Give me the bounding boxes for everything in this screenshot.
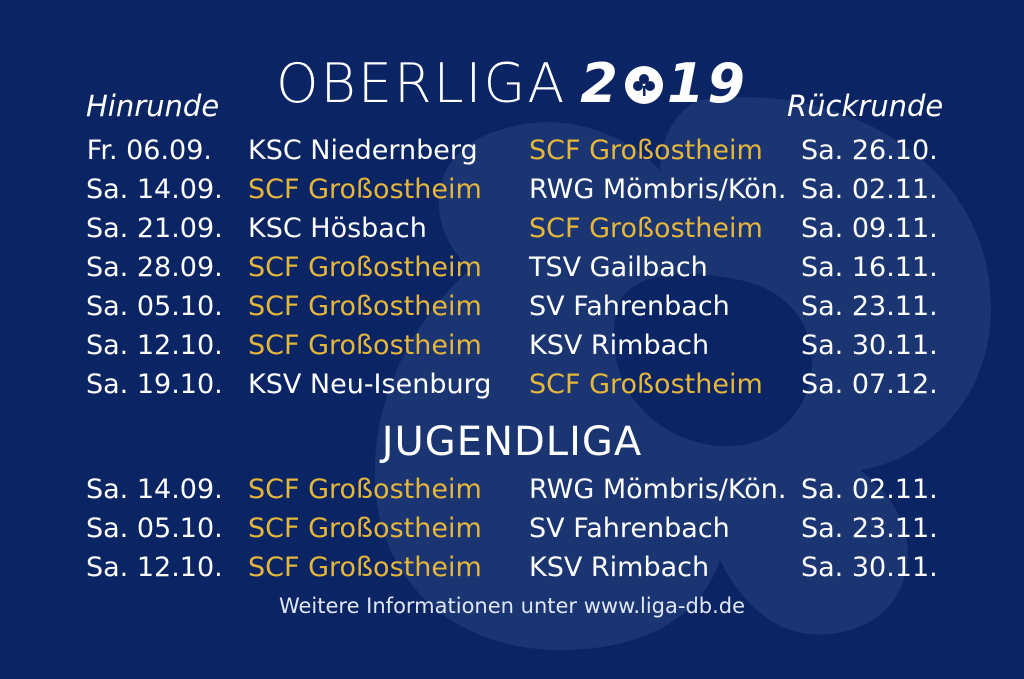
table-row: Sa. 12.10. SCF Großostheim KSV Rimbach S… [0, 548, 1024, 587]
table-row: Sa. 21.09. KSC Hösbach SCF Großostheim S… [0, 209, 1024, 248]
table-row: Sa. 28.09. SCF Großostheim TSV Gailbach … [0, 248, 1024, 287]
away-team: SV Fahrenbach [529, 291, 730, 322]
hinrunde-date: Sa. 05.10. [86, 513, 223, 544]
table-row: Fr. 06.09. KSC Niedernberg SCF Großosthe… [0, 131, 1024, 170]
table-row: Sa. 12.10. SCF Großostheim KSV Rimbach S… [0, 326, 1024, 365]
rueckrunde-date: Sa. 02.11. [801, 474, 938, 505]
home-team: KSC Hösbach [248, 213, 427, 244]
rueckrunde-date: Sa. 02.11. [801, 174, 938, 205]
clover-icon [624, 66, 663, 104]
home-team: SCF Großostheim [248, 552, 482, 583]
table-row: Sa. 14.09. SCF Großostheim RWG Mömbris/K… [0, 470, 1024, 509]
away-team: RWG Mömbris/Kön. [529, 174, 787, 205]
table-row: Sa. 05.10. SCF Großostheim SV Fahrenbach… [0, 287, 1024, 326]
away-team: KSV Rimbach [529, 330, 710, 361]
away-team: SCF Großostheim [529, 369, 763, 400]
home-team: SCF Großostheim [248, 252, 482, 283]
home-team: SCF Großostheim [248, 330, 482, 361]
table-row: Sa. 05.10. SCF Großostheim SV Fahrenbach… [0, 509, 1024, 548]
title-year-digit: 2 [580, 52, 621, 115]
jugendliga-title: JUGENDLIGA [381, 419, 643, 465]
hinrunde-date: Sa. 12.10. [86, 330, 223, 361]
away-team: SCF Großostheim [529, 135, 763, 166]
rueckrunde-date: Sa. 07.12. [801, 369, 938, 400]
home-team: KSV Neu-Isenburg [248, 369, 492, 400]
rueckrunde-date: Sa. 26.10. [801, 135, 938, 166]
rueckrunde-date: Sa. 23.11. [801, 291, 938, 322]
rueckrunde-date: Sa. 23.11. [801, 513, 938, 544]
away-team: KSV Rimbach [529, 552, 710, 583]
home-team: KSC Niedernberg [248, 135, 478, 166]
rueckrunde-heading: Rückrunde [787, 89, 944, 123]
away-team: RWG Mömbris/Kön. [529, 474, 787, 505]
hinrunde-date: Sa. 14.09. [86, 174, 223, 205]
hinrunde-date: Fr. 06.09. [86, 135, 212, 166]
away-team: SV Fahrenbach [529, 513, 730, 544]
hinrunde-date: Sa. 14.09. [86, 474, 223, 505]
home-team: SCF Großostheim [248, 513, 482, 544]
home-team: SCF Großostheim [248, 174, 482, 205]
hinrunde-date: Sa. 05.10. [86, 291, 223, 322]
home-team: SCF Großostheim [248, 291, 482, 322]
hinrunde-date: Sa. 28.09. [86, 252, 223, 283]
hinrunde-date: Sa. 12.10. [86, 552, 223, 583]
rueckrunde-date: Sa. 30.11. [801, 330, 938, 361]
page-title: OBERLIGA 2 19 [0, 48, 1024, 120]
away-team: SCF Großostheim [529, 213, 763, 244]
rueckrunde-date: Sa. 30.11. [801, 552, 938, 583]
rueckrunde-date: Sa. 09.11. [801, 213, 938, 244]
home-team: SCF Großostheim [248, 474, 482, 505]
oberliga-schedule: Fr. 06.09. KSC Niedernberg SCF Großosthe… [0, 131, 1024, 404]
table-row: Sa. 14.09. SCF Großostheim RWG Mömbris/K… [0, 170, 1024, 209]
jugendliga-schedule: Sa. 14.09. SCF Großostheim RWG Mömbris/K… [0, 470, 1024, 587]
hinrunde-date: Sa. 19.10. [86, 369, 223, 400]
rueckrunde-date: Sa. 16.11. [801, 252, 938, 283]
hinrunde-heading: Hinrunde [86, 89, 220, 123]
table-row: Sa. 19.10. KSV Neu-Isenburg SCF Großosth… [0, 365, 1024, 404]
title-year-digits: 19 [666, 52, 749, 115]
away-team: TSV Gailbach [529, 252, 708, 283]
hinrunde-date: Sa. 21.09. [86, 213, 223, 244]
footer-info: Weitere Informationen unter www.liga-db.… [278, 594, 746, 618]
title-text: OBERLIGA [275, 52, 567, 115]
title-year: 2 19 [580, 52, 748, 115]
